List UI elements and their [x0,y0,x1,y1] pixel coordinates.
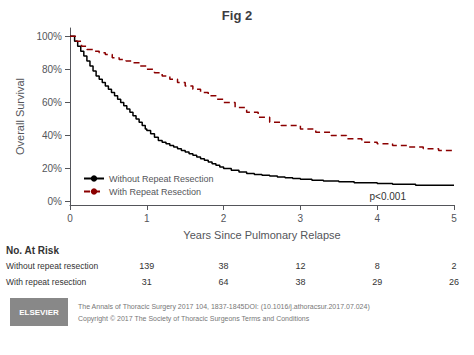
svg-text:139: 139 [139,261,154,271]
svg-text:38: 38 [219,261,229,271]
svg-text:40%: 40% [42,130,62,141]
svg-text:Without repeat resection: Without repeat resection [6,261,98,271]
svg-text:12: 12 [295,261,305,271]
svg-text:The Annals of Thoracic Surgery: The Annals of Thoracic Surgery 2017 104,… [78,303,370,311]
svg-text:Copyright © 2017 The Society o: Copyright © 2017 The Society of Thoracic… [78,315,310,323]
svg-text:38: 38 [295,277,305,287]
svg-text:31: 31 [142,277,152,287]
svg-text:0: 0 [67,213,73,224]
svg-text:p<0.001: p<0.001 [370,191,407,202]
svg-text:Without Repeat Resection: Without Repeat Resection [109,174,214,184]
svg-text:60%: 60% [42,97,62,108]
svg-text:4: 4 [374,213,380,224]
svg-text:0%: 0% [48,196,63,207]
svg-text:With repeat resection: With repeat resection [6,277,87,287]
svg-text:Years Since Pulmonary Relapse: Years Since Pulmonary Relapse [183,229,340,241]
svg-text:100%: 100% [36,31,62,42]
svg-text:26: 26 [449,277,459,287]
svg-text:3: 3 [298,213,304,224]
svg-text:2: 2 [221,213,227,224]
svg-text:Fig 2: Fig 2 [222,8,252,23]
svg-text:80%: 80% [42,64,62,75]
svg-text:1: 1 [144,213,150,224]
svg-text:2: 2 [451,261,456,271]
svg-text:20%: 20% [42,163,62,174]
svg-text:8: 8 [375,261,380,271]
svg-text:ELSEVIER: ELSEVIER [19,308,59,317]
svg-text:With Repeat Resection: With Repeat Resection [109,187,201,197]
svg-text:64: 64 [219,277,229,287]
svg-text:5: 5 [451,213,457,224]
svg-text:Overall Survival: Overall Survival [14,78,26,155]
svg-text:29: 29 [372,277,382,287]
svg-text:No. At Risk: No. At Risk [6,245,59,256]
